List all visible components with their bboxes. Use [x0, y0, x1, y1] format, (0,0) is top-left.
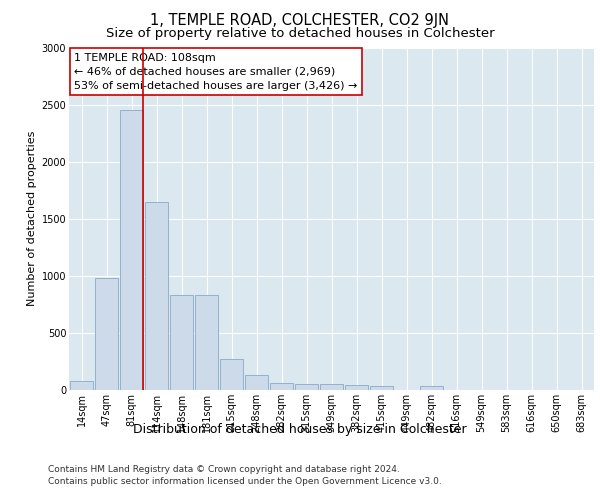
Bar — [120, 110, 143, 390]
Bar — [145, 202, 168, 390]
Bar — [220, 359, 243, 390]
Bar — [270, 383, 293, 390]
Bar — [195, 295, 218, 390]
Text: 1, TEMPLE ROAD, COLCHESTER, CO2 9JN: 1, TEMPLE ROAD, COLCHESTER, CO2 9JN — [151, 12, 449, 28]
Text: Size of property relative to detached houses in Colchester: Size of property relative to detached ho… — [106, 28, 494, 40]
Bar — [95, 278, 118, 390]
Text: Distribution of detached houses by size in Colchester: Distribution of detached houses by size … — [133, 422, 467, 436]
Text: Contains public sector information licensed under the Open Government Licence v3: Contains public sector information licen… — [48, 478, 442, 486]
Bar — [320, 384, 343, 390]
Bar — [295, 384, 318, 390]
Text: 1 TEMPLE ROAD: 108sqm
← 46% of detached houses are smaller (2,969)
53% of semi-d: 1 TEMPLE ROAD: 108sqm ← 46% of detached … — [74, 52, 358, 90]
Bar — [370, 386, 393, 390]
Bar — [245, 375, 268, 390]
Bar — [420, 386, 443, 390]
Text: Contains HM Land Registry data © Crown copyright and database right 2024.: Contains HM Land Registry data © Crown c… — [48, 465, 400, 474]
Y-axis label: Number of detached properties: Number of detached properties — [28, 131, 37, 306]
Bar — [345, 385, 368, 390]
Bar — [170, 295, 193, 390]
Bar — [70, 382, 93, 390]
